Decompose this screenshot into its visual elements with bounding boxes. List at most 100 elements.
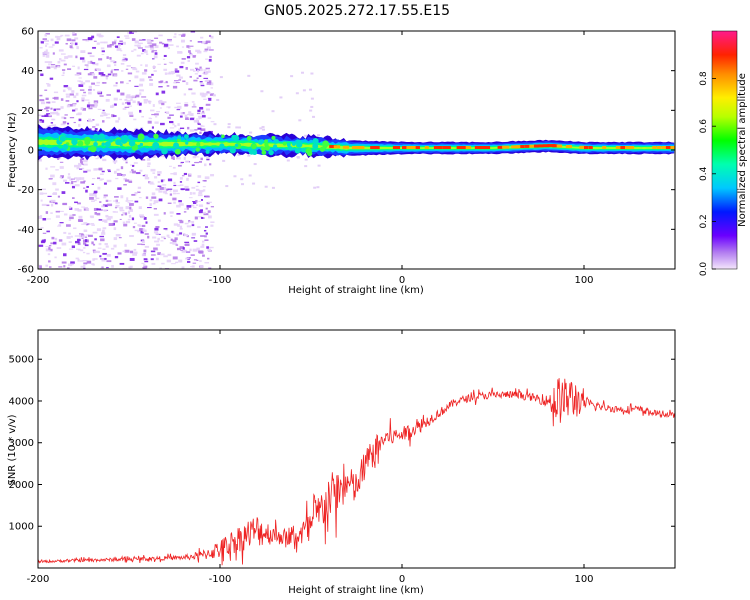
noise-pixel (240, 178, 244, 181)
noise-pixel (81, 163, 84, 165)
ridge-blob (264, 142, 269, 147)
noise-pixel (127, 211, 130, 214)
ridge-blob (234, 143, 239, 147)
noise-pixel (174, 33, 177, 36)
noise-pixel (47, 195, 52, 197)
noise-pixel (111, 41, 117, 45)
noise-pixel (60, 98, 64, 101)
noise-pixel (65, 100, 70, 102)
noise-pixel (124, 98, 128, 101)
ridge-blob (131, 144, 139, 151)
ridge-hotspot (461, 146, 469, 150)
noise-pixel (173, 223, 179, 226)
noise-pixel (154, 45, 159, 49)
noise-pixel (127, 72, 133, 75)
noise-pixel (202, 93, 208, 96)
ridge-blob (251, 143, 257, 150)
noise-pixel (205, 58, 208, 60)
noise-pixel (146, 38, 151, 42)
noise-pixel (135, 70, 140, 73)
noise-pixel (141, 240, 145, 244)
noise-pixel (162, 186, 167, 190)
ridge-blob (182, 146, 186, 150)
y-tick-label: 0 (28, 146, 34, 157)
noise-pixel (139, 228, 143, 232)
noise-pixel (171, 230, 174, 233)
noise-pixel (44, 89, 48, 91)
noise-pixel (176, 247, 181, 251)
noise-pixel (172, 85, 178, 89)
noise-pixel (174, 70, 180, 73)
noise-pixel (79, 168, 83, 170)
noise-pixel (97, 247, 102, 249)
noise-pixel (179, 115, 183, 118)
noise-pixel (83, 171, 88, 173)
noise-pixel (206, 91, 210, 94)
noise-pixel (68, 232, 71, 235)
noise-pixel (210, 35, 214, 39)
noise-pixel (185, 118, 190, 120)
noise-pixel (123, 184, 127, 186)
noise-pixel (184, 243, 190, 247)
noise-pixel (148, 101, 151, 105)
noise-pixel (59, 176, 63, 179)
noise-pixel (165, 188, 169, 191)
noise-pixel (191, 186, 196, 189)
noise-pixel (199, 83, 204, 85)
noise-pixel (48, 178, 53, 180)
noise-pixel (202, 186, 206, 188)
noise-pixel (47, 253, 51, 256)
ridge-hotspot (465, 146, 471, 150)
noise-pixel (106, 56, 109, 59)
noise-pixel (59, 161, 64, 163)
noise-pixel (95, 123, 100, 126)
noise-pixel (143, 258, 148, 261)
noise-pixel (93, 76, 98, 79)
noise-pixel (127, 31, 131, 35)
noise-pixel (169, 114, 174, 116)
noise-pixel (48, 114, 51, 116)
noise-pixel (78, 84, 84, 87)
noise-pixel (109, 43, 114, 46)
noise-pixel (101, 205, 105, 208)
noise-pixel (93, 258, 98, 260)
noise-pixel (57, 225, 62, 227)
noise-pixel (67, 122, 70, 125)
noise-pixel (48, 115, 52, 118)
noise-pixel (105, 245, 109, 248)
noise-pixel (153, 249, 159, 251)
ridge-blob (161, 147, 168, 155)
noise-pixel (155, 233, 160, 235)
noise-pixel (65, 42, 68, 45)
noise-pixel (59, 210, 64, 213)
ridge-blob (312, 143, 319, 150)
noise-pixel (208, 49, 214, 51)
noise-pixel (125, 95, 131, 99)
noise-pixel (235, 126, 239, 129)
noise-pixel (55, 169, 59, 171)
noise-pixel (81, 237, 84, 239)
noise-pixel (204, 71, 209, 75)
noise-pixel (198, 191, 203, 195)
noise-pixel (103, 41, 108, 44)
noise-pixel (157, 181, 160, 184)
noise-pixel (167, 202, 172, 204)
spectrogram-x-label: Height of straight line (km) (288, 285, 424, 296)
colorbar-tick-label: 0.8 (699, 71, 709, 86)
noise-pixel (179, 220, 184, 224)
noise-pixel (129, 114, 134, 116)
colorbar-ticks: 0.0 0.2 0.4 0.6 0.8 (699, 71, 716, 276)
ridge-blob (232, 134, 240, 142)
noise-pixel (166, 234, 170, 237)
noise-pixel (178, 34, 184, 36)
noise-pixel (149, 199, 153, 202)
noise-pixel (151, 262, 156, 265)
noise-pixel (73, 121, 76, 124)
noise-pixel (189, 40, 192, 42)
noise-pixel (77, 209, 82, 212)
noise-pixel (83, 262, 88, 265)
noise-pixel (137, 186, 142, 189)
noise-pixel (93, 250, 99, 254)
noise-pixel (78, 77, 82, 79)
noise-pixel (290, 75, 294, 78)
